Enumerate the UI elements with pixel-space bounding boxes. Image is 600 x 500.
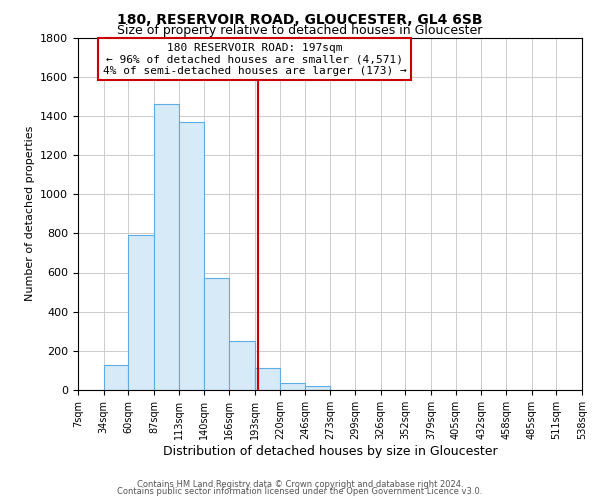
Text: Contains HM Land Registry data © Crown copyright and database right 2024.: Contains HM Land Registry data © Crown c… <box>137 480 463 489</box>
Bar <box>229 341 254 390</box>
Bar <box>179 122 204 390</box>
Bar <box>280 383 305 390</box>
Bar <box>204 278 229 390</box>
Bar <box>154 104 179 390</box>
Y-axis label: Number of detached properties: Number of detached properties <box>25 126 35 302</box>
Text: Size of property relative to detached houses in Gloucester: Size of property relative to detached ho… <box>118 24 482 37</box>
Bar <box>128 236 154 390</box>
Bar <box>254 368 280 390</box>
Bar <box>305 386 331 390</box>
X-axis label: Distribution of detached houses by size in Gloucester: Distribution of detached houses by size … <box>163 444 497 458</box>
Bar <box>104 364 128 390</box>
Text: 180 RESERVOIR ROAD: 197sqm
← 96% of detached houses are smaller (4,571)
4% of se: 180 RESERVOIR ROAD: 197sqm ← 96% of deta… <box>103 43 406 76</box>
Text: Contains public sector information licensed under the Open Government Licence v3: Contains public sector information licen… <box>118 487 482 496</box>
Text: 180, RESERVOIR ROAD, GLOUCESTER, GL4 6SB: 180, RESERVOIR ROAD, GLOUCESTER, GL4 6SB <box>117 12 483 26</box>
